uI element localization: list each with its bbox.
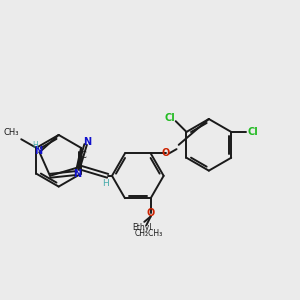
Text: N: N: [73, 169, 81, 179]
Text: H: H: [102, 179, 109, 188]
Text: O: O: [147, 208, 155, 218]
Text: O: O: [162, 148, 170, 158]
Text: CH₂CH₃: CH₂CH₃: [134, 230, 163, 238]
Text: N: N: [82, 137, 91, 147]
Text: Cl: Cl: [165, 113, 176, 123]
Text: N: N: [34, 146, 43, 156]
Text: H: H: [32, 141, 38, 150]
Text: Ethyl: Ethyl: [132, 223, 152, 232]
Text: CH₃: CH₃: [4, 128, 19, 137]
Text: Cl: Cl: [247, 127, 258, 137]
Text: C: C: [80, 152, 86, 160]
